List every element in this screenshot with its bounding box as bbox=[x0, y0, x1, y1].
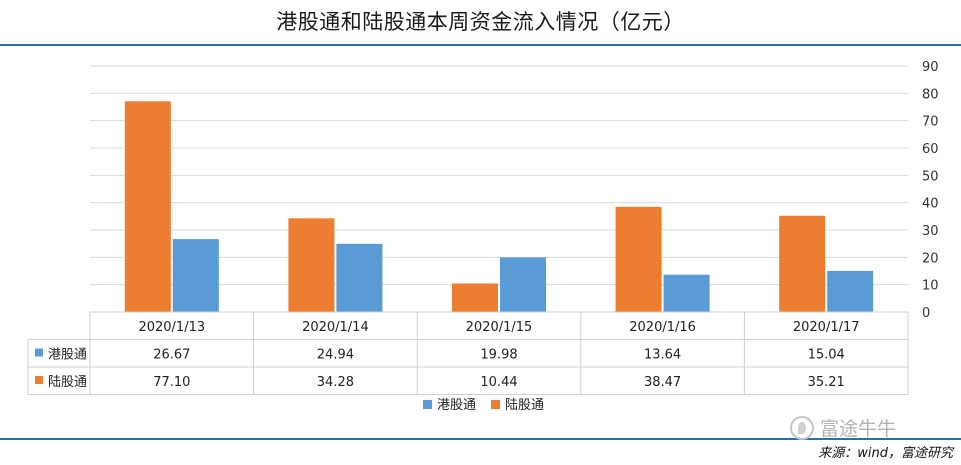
category-label: 2020/1/16 bbox=[629, 320, 696, 335]
y-tick-label: 0 bbox=[922, 306, 930, 321]
category-label: 2020/1/17 bbox=[793, 320, 860, 335]
y-tick-label: 40 bbox=[922, 197, 939, 212]
data-value-label: 77.10 bbox=[153, 375, 190, 390]
legend-swatch-icon bbox=[423, 400, 432, 409]
y-tick-label: 70 bbox=[922, 115, 939, 130]
bar-sh-sz-connect bbox=[779, 215, 826, 312]
series-row-label: 陆股通 bbox=[48, 374, 87, 390]
data-value-label: 15.04 bbox=[808, 348, 845, 363]
y-tick-label: 20 bbox=[922, 251, 939, 266]
bar-sh-sz-connect bbox=[124, 101, 171, 312]
bar-sh-sz-connect bbox=[615, 206, 662, 312]
y-tick-label: 50 bbox=[922, 169, 939, 184]
bar-hk-connect bbox=[336, 243, 383, 312]
bar-hk-connect bbox=[827, 270, 874, 312]
legend-swatch-icon bbox=[491, 400, 500, 409]
bar-sh-sz-connect bbox=[288, 218, 335, 312]
y-tick-label: 80 bbox=[922, 87, 939, 102]
bar-hk-connect bbox=[500, 257, 546, 312]
chart-title: 港股通和陆股通本周资金流入情况（亿元） bbox=[276, 10, 685, 34]
y-tick-label: 60 bbox=[922, 142, 939, 157]
data-value-label: 24.94 bbox=[317, 348, 354, 363]
bar-hk-connect bbox=[172, 239, 219, 312]
bar-hk-connect bbox=[663, 274, 710, 312]
watermark-text: 富途牛牛 bbox=[820, 418, 897, 440]
bottom-divider bbox=[0, 438, 961, 440]
data-value-label: 38.47 bbox=[644, 375, 681, 390]
series-swatch-icon bbox=[35, 348, 43, 357]
bar-sh-sz-connect bbox=[452, 283, 498, 312]
data-value-label: 26.67 bbox=[153, 348, 190, 363]
source-note: 来源：wind，富途研究 bbox=[818, 446, 953, 461]
watermark-logo-icon bbox=[790, 415, 814, 440]
series-row-label: 港股通 bbox=[48, 348, 87, 363]
category-label: 2020/1/15 bbox=[466, 320, 533, 335]
legend-entry: 陆股通 bbox=[505, 397, 544, 413]
data-value-label: 19.98 bbox=[480, 348, 517, 363]
category-label: 2020/1/14 bbox=[302, 320, 369, 335]
y-tick-label: 30 bbox=[922, 224, 939, 239]
data-value-label: 34.28 bbox=[317, 375, 354, 390]
top-divider bbox=[0, 44, 961, 46]
category-label: 2020/1/13 bbox=[138, 320, 205, 335]
y-tick-label: 90 bbox=[922, 60, 939, 75]
series-swatch-icon bbox=[35, 376, 43, 384]
y-tick-label: 10 bbox=[922, 279, 939, 294]
watermark: 富途牛牛 bbox=[790, 414, 896, 441]
data-value-label: 13.64 bbox=[644, 348, 681, 363]
data-value-label: 10.44 bbox=[480, 375, 517, 390]
legend-entry: 港股通 bbox=[437, 398, 476, 413]
data-value-label: 35.21 bbox=[808, 375, 845, 390]
